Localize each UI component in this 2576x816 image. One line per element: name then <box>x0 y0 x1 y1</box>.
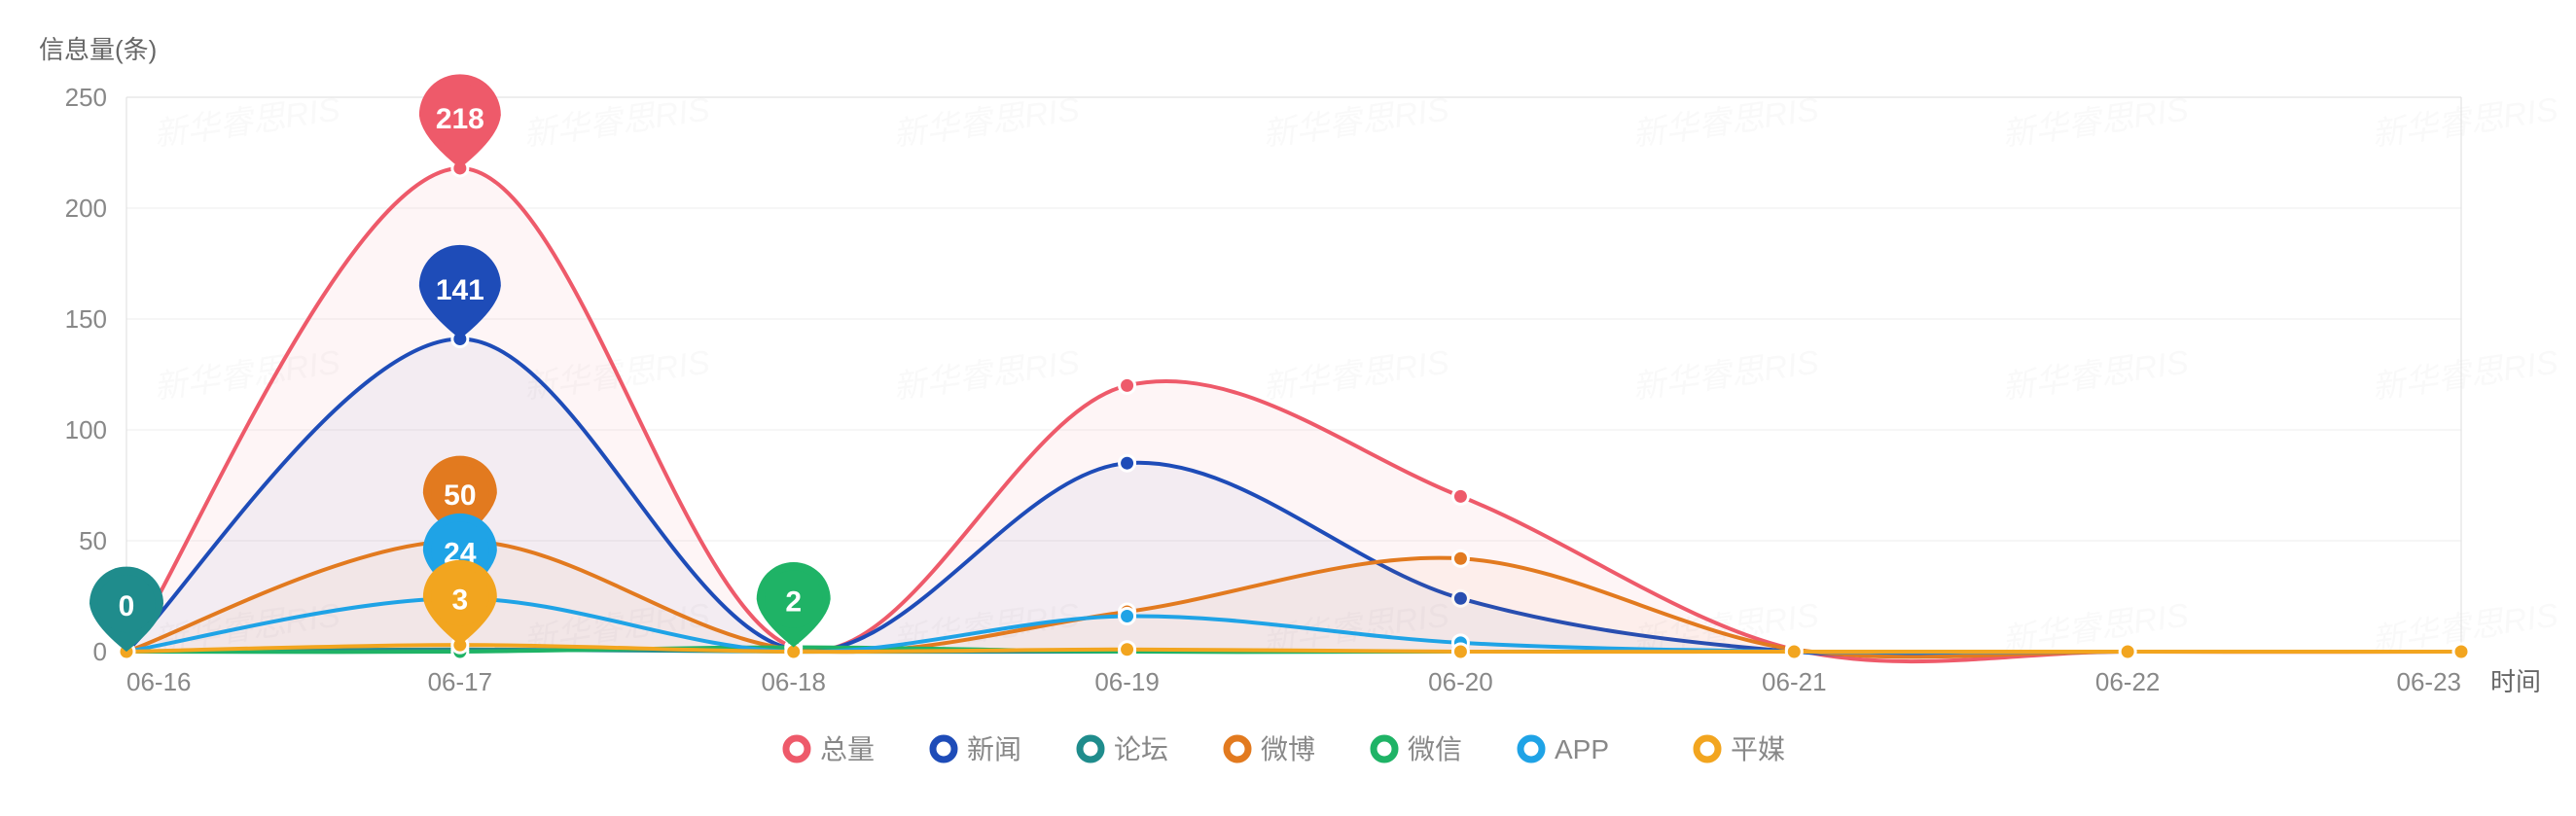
svg-text:新华睿思RIS: 新华睿思RIS <box>2370 343 2560 406</box>
x-tick-label: 06-22 <box>2095 667 2161 696</box>
legend-label: 新闻 <box>967 734 1021 764</box>
svg-text:新华睿思RIS: 新华睿思RIS <box>2370 90 2560 153</box>
value-pin-label: 2 <box>785 586 802 619</box>
x-tick-label: 06-19 <box>1094 667 1160 696</box>
legend-label: 平媒 <box>1731 734 1785 764</box>
svg-text:新华睿思RIS: 新华睿思RIS <box>152 90 342 153</box>
x-tick-label: 06-21 <box>1762 667 1827 696</box>
value-pin[interactable]: 218 <box>419 74 501 168</box>
series-point[interactable] <box>1452 488 1468 504</box>
legend-item[interactable]: 平媒 <box>1697 734 1785 764</box>
svg-text:新华睿思RIS: 新华睿思RIS <box>1630 90 1821 153</box>
svg-text:新华睿思RIS: 新华睿思RIS <box>2000 343 2191 406</box>
value-pin-label: 218 <box>436 103 484 135</box>
legend-item[interactable]: 微博 <box>1227 734 1315 764</box>
chart-container: 新华睿思RIS 新华睿思RIS 新华睿思RIS 新华睿思RIS 新华睿思RIS 新华睿思R… <box>0 0 2576 816</box>
y-tick-label: 150 <box>65 304 107 334</box>
legend-label: APP <box>1555 734 1609 764</box>
value-pin-label: 3 <box>452 584 469 616</box>
svg-text:新华睿思RIS: 新华睿思RIS <box>521 90 712 153</box>
legend-item[interactable]: APP <box>1521 734 1609 764</box>
legend-item[interactable]: 新闻 <box>933 734 1021 764</box>
series-point[interactable] <box>1120 609 1135 624</box>
legend-item[interactable]: 论坛 <box>1080 734 1168 764</box>
legend-label: 论坛 <box>1114 734 1168 764</box>
svg-text:新华睿思RIS: 新华睿思RIS <box>1261 343 1451 406</box>
legend-label: 总量 <box>820 734 875 764</box>
legend-item[interactable]: 总量 <box>786 734 875 764</box>
series-point[interactable] <box>1452 550 1468 566</box>
legend-label: 微博 <box>1261 734 1315 764</box>
series-point[interactable] <box>2120 644 2135 659</box>
series-point[interactable] <box>1452 644 1468 659</box>
svg-text:新华睿思RIS: 新华睿思RIS <box>1261 90 1451 153</box>
svg-text:新华睿思RIS: 新华睿思RIS <box>891 343 1082 406</box>
svg-text:新华睿思RIS: 新华睿思RIS <box>891 90 1082 153</box>
y-tick-label: 200 <box>65 194 107 223</box>
x-tick-label: 06-16 <box>126 667 192 696</box>
x-tick-label: 06-18 <box>761 667 826 696</box>
y-tick-label: 250 <box>65 83 107 112</box>
line-chart: 新华睿思RIS 新华睿思RIS 新华睿思RIS 新华睿思RIS 新华睿思RIS 新华睿思R… <box>0 0 2576 816</box>
legend-label: 微信 <box>1408 734 1462 764</box>
series-point[interactable] <box>1120 377 1135 393</box>
y-axis-title: 信息量(条) <box>39 35 157 64</box>
svg-text:新华睿思RIS: 新华睿思RIS <box>2000 90 2191 153</box>
value-pin-label: 141 <box>436 274 484 306</box>
legend-item[interactable]: 微信 <box>1374 734 1462 764</box>
series-point[interactable] <box>2453 644 2469 659</box>
y-tick-label: 0 <box>93 637 107 666</box>
y-tick-label: 50 <box>79 526 107 555</box>
y-tick-label: 100 <box>65 415 107 444</box>
value-pin-label: 50 <box>444 479 476 512</box>
x-tick-label: 06-17 <box>428 667 493 696</box>
svg-text:新华睿思RIS: 新华睿思RIS <box>1630 343 1821 406</box>
series-point[interactable] <box>1786 644 1802 659</box>
x-tick-label: 06-20 <box>1428 667 1493 696</box>
x-tick-label: 06-23 <box>2397 667 2462 696</box>
series-point[interactable] <box>1120 642 1135 657</box>
x-axis-title: 时间 <box>2490 667 2541 696</box>
series-point[interactable] <box>1120 455 1135 471</box>
value-pin-label: 0 <box>119 590 135 622</box>
